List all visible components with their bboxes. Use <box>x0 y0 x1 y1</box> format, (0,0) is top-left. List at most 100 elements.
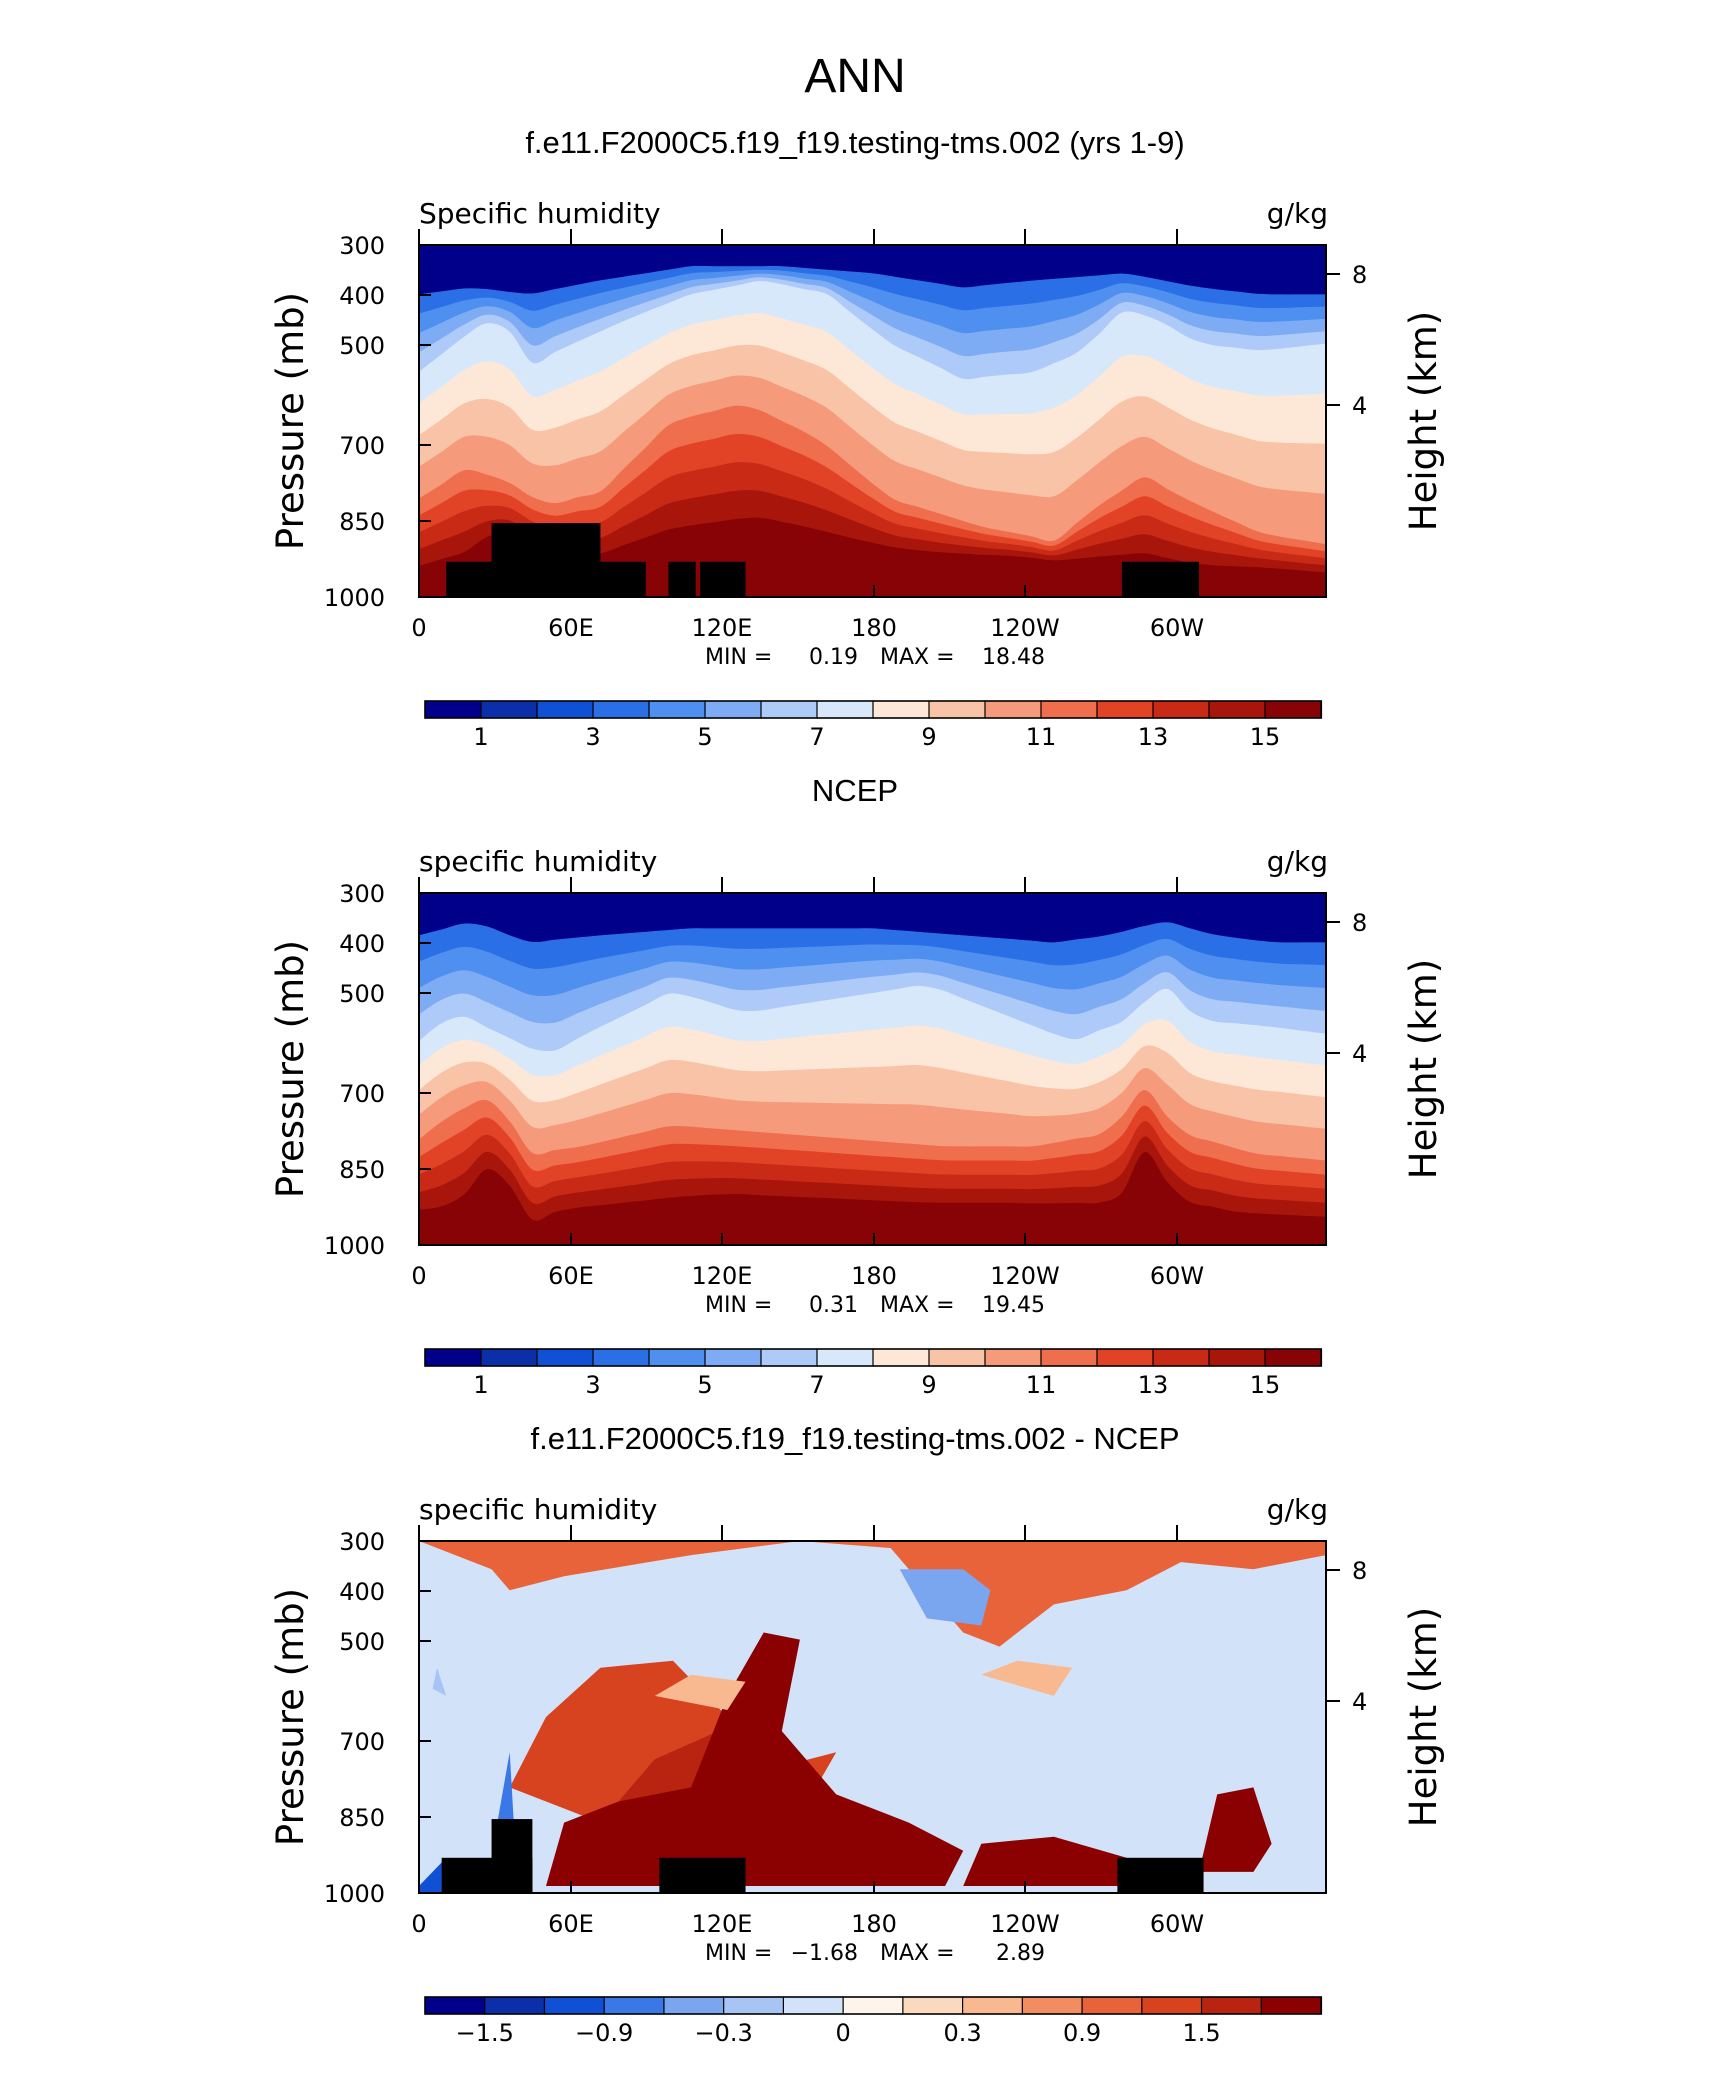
max-label: MAX = <box>880 645 955 670</box>
terrain-mask <box>527 1857 533 1893</box>
colorbar-swatch <box>1152 1348 1211 1367</box>
x-tick-label: 120W <box>990 1910 1060 1938</box>
y-tick-label: 700 <box>339 432 385 460</box>
colorbar-swatch <box>484 1996 546 2015</box>
colorbar-swatch <box>1081 1996 1143 2015</box>
colorbar-frame <box>424 1348 1322 1367</box>
y-tick-label: 850 <box>339 508 385 536</box>
colorbar-label: 7 <box>809 1371 824 1399</box>
colorbar-frame <box>424 1996 1322 2015</box>
x-tick-label: 120E <box>692 614 753 642</box>
colorbar-label: 0.3 <box>944 2019 982 2047</box>
y2-axis-title: Height (km) <box>1402 311 1445 531</box>
y-tick-label: 400 <box>339 1578 385 1606</box>
y2-tick-label: 4 <box>1352 392 1367 420</box>
terrain-mask <box>527 561 646 597</box>
colorbar-swatch <box>1208 700 1267 719</box>
colorbar-swatch <box>872 700 931 719</box>
x-tick-label: 120E <box>692 1910 753 1938</box>
colorbar-label: 7 <box>809 723 824 751</box>
x-tick-label: 60E <box>548 1262 594 1290</box>
plot-frame <box>418 1540 1327 1894</box>
colorbar-swatch <box>1208 1348 1267 1367</box>
colorbar-label: 9 <box>921 1371 936 1399</box>
contour-field <box>419 1541 1326 1893</box>
terrain-mask <box>668 561 696 597</box>
colorbar-swatch <box>782 1996 845 2015</box>
panel-title: f.e11.F2000C5.f19_f19.testing-tms.002 (y… <box>525 125 1184 160</box>
panel-3: f.e11.F2000C5.f19_f19.testing-tms.002 - … <box>269 1421 1445 2047</box>
colorbar-swatch <box>592 1348 651 1367</box>
colorbar-swatch <box>704 700 763 719</box>
x-tick-label: 120W <box>990 1262 1060 1290</box>
colorbar-swatch <box>543 1996 606 2015</box>
x-tick-label: 60E <box>548 1910 594 1938</box>
colorbar-swatch <box>961 1996 1024 2015</box>
colorbar-label: −0.3 <box>695 2019 753 2047</box>
colorbar-swatch <box>536 700 595 719</box>
colorbar-swatch <box>1264 1348 1323 1367</box>
colorbar-swatch <box>1021 1996 1084 2015</box>
colorbar-swatch <box>984 1348 1043 1367</box>
min-value: −1.68 <box>791 1941 858 1966</box>
y2-tick-label: 8 <box>1352 261 1367 289</box>
colorbar-swatch <box>902 1996 964 2015</box>
contour-band <box>899 1569 991 1626</box>
colorbar-swatch <box>480 700 539 719</box>
contour-band <box>432 1667 447 1696</box>
units-label: g/kg <box>1267 845 1328 878</box>
colorbar-frame <box>424 700 1322 719</box>
terrain-mask <box>1121 561 1200 597</box>
colorbar-swatch <box>704 1348 763 1367</box>
colorbar-swatch <box>648 1348 707 1367</box>
y-tick-label: 300 <box>339 232 385 260</box>
max-label: MAX = <box>880 1941 955 1966</box>
colorbar-swatch <box>424 1348 483 1367</box>
terrain-mask <box>491 1819 533 1893</box>
contour-band <box>496 1752 515 1830</box>
colorbar-swatch <box>928 1348 987 1367</box>
contour-band <box>963 1836 1145 1886</box>
variable-label: specific humidity <box>419 1493 657 1526</box>
x-tick-label: 0 <box>411 1262 426 1290</box>
colorbar-label: 11 <box>1026 1371 1057 1399</box>
y-axis-title: Pressure (mb) <box>269 940 312 1198</box>
colorbar-label: 15 <box>1250 723 1281 751</box>
colorbar-swatch <box>536 1348 595 1367</box>
contour-field <box>419 245 1326 597</box>
y2-tick-label: 4 <box>1352 1040 1367 1068</box>
plot-frame <box>418 244 1327 598</box>
colorbar-swatch <box>1260 1996 1323 2015</box>
y2-axis-title: Height (km) <box>1402 1607 1445 1827</box>
colorbar-swatch <box>1040 1348 1099 1367</box>
colorbar-swatch <box>872 1348 931 1367</box>
y2-tick-label: 4 <box>1352 1688 1367 1716</box>
panel-title: f.e11.F2000C5.f19_f19.testing-tms.002 - … <box>530 1421 1179 1456</box>
colorbar-swatch <box>1152 700 1211 719</box>
contour-band <box>419 893 1326 943</box>
x-tick-label: 0 <box>411 1910 426 1938</box>
colorbar-swatch <box>592 700 651 719</box>
colorbar-swatch <box>603 1996 666 2015</box>
min-label: MIN = <box>705 1941 772 1966</box>
y-tick-label: 1000 <box>324 1880 385 1908</box>
colorbar-label: −0.9 <box>575 2019 633 2047</box>
colorbar-swatch <box>424 700 483 719</box>
min-value: 0.19 <box>809 645 858 670</box>
colorbar-swatch <box>928 700 987 719</box>
colorbar-label: 0.9 <box>1063 2019 1101 2047</box>
colorbar-swatch <box>723 1996 785 2015</box>
colorbar: 1 3 5 7 9 11 13 15 <box>424 1348 1323 1399</box>
colorbar-label: 13 <box>1138 723 1169 751</box>
colorbar-label: 1.5 <box>1182 2019 1220 2047</box>
colorbar-label: 9 <box>921 723 936 751</box>
colorbar-swatch <box>1141 1996 1203 2015</box>
y-tick-label: 500 <box>339 332 385 360</box>
contour-band <box>1199 1787 1272 1872</box>
y2-tick-label: 8 <box>1352 909 1367 937</box>
x-tick-label: 180 <box>851 1262 897 1290</box>
colorbar-swatch <box>1096 700 1155 719</box>
y-tick-label: 300 <box>339 880 385 908</box>
